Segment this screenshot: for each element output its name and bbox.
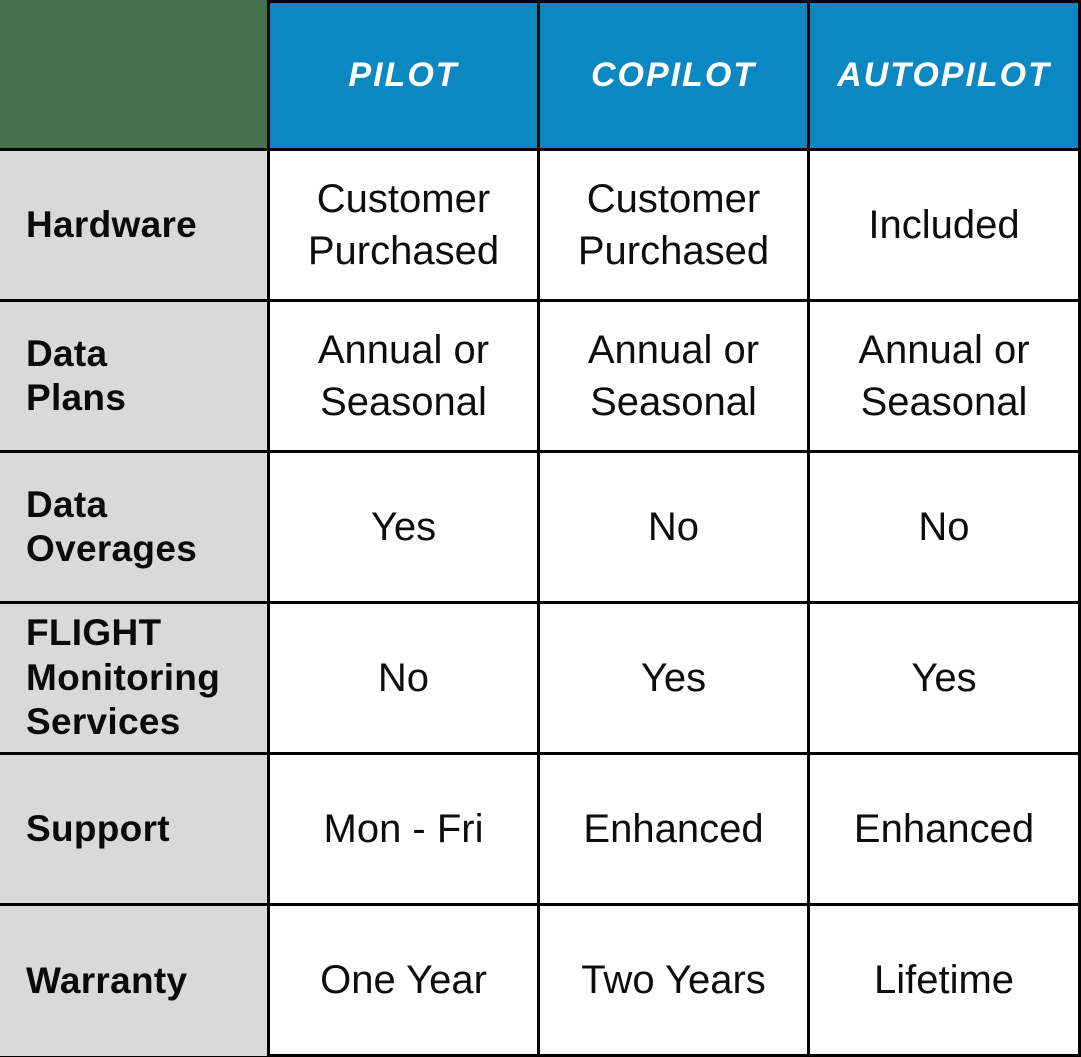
row-label-data-plans: Data Plans xyxy=(0,302,270,453)
cell-data-overages-autopilot: No xyxy=(810,453,1081,604)
row-label-warranty: Warranty xyxy=(0,906,270,1057)
column-header-autopilot: AUTOPILOT xyxy=(810,0,1081,151)
cell-support-copilot: Enhanced xyxy=(540,755,810,906)
cell-flight-monitoring-copilot: Yes xyxy=(540,604,810,755)
cell-hardware-copilot: Customer Purchased xyxy=(540,151,810,302)
row-label-data-overages: Data Overages xyxy=(0,453,270,604)
corner-cell xyxy=(0,0,270,151)
row-label-support: Support xyxy=(0,755,270,906)
cell-data-overages-copilot: No xyxy=(540,453,810,604)
cell-flight-monitoring-autopilot: Yes xyxy=(810,604,1081,755)
cell-support-pilot: Mon - Fri xyxy=(270,755,540,906)
row-label-hardware: Hardware xyxy=(0,151,270,302)
cell-data-overages-pilot: Yes xyxy=(270,453,540,604)
cell-warranty-autopilot: Lifetime xyxy=(810,906,1081,1057)
cell-data-plans-pilot: Annual or Seasonal xyxy=(270,302,540,453)
row-label-flight-monitoring-services: FLIGHT Monitoring Services xyxy=(0,604,270,755)
cell-flight-monitoring-pilot: No xyxy=(270,604,540,755)
cell-warranty-copilot: Two Years xyxy=(540,906,810,1057)
column-header-pilot: PILOT xyxy=(270,0,540,151)
cell-warranty-pilot: One Year xyxy=(270,906,540,1057)
cell-hardware-pilot: Customer Purchased xyxy=(270,151,540,302)
column-header-copilot: COPILOT xyxy=(540,0,810,151)
cell-data-plans-autopilot: Annual or Seasonal xyxy=(810,302,1081,453)
cell-data-plans-copilot: Annual or Seasonal xyxy=(540,302,810,453)
cell-support-autopilot: Enhanced xyxy=(810,755,1081,906)
cell-hardware-autopilot: Included xyxy=(810,151,1081,302)
